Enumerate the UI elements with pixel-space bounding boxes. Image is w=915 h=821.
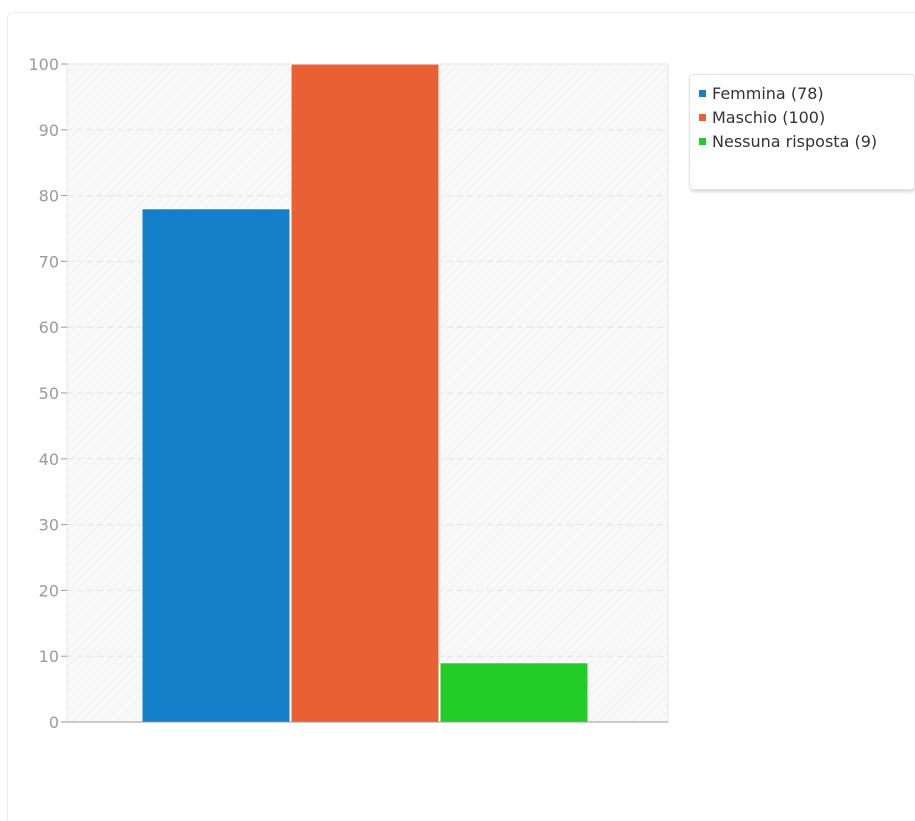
legend-swatch-maschio bbox=[699, 113, 706, 121]
bar-nessuna[interactable] bbox=[439, 662, 589, 723]
legend-item-nessuna-risposta[interactable]: Nessuna risposta (9) bbox=[699, 129, 914, 153]
legend-label-maschio: Maschio (100) bbox=[712, 107, 826, 127]
y-tick-label: 20 bbox=[39, 581, 59, 600]
bar-maschio[interactable] bbox=[290, 63, 440, 723]
y-tick-label: 30 bbox=[39, 516, 59, 535]
y-tick-label: 60 bbox=[39, 318, 59, 337]
bars bbox=[141, 63, 589, 723]
legend: Femmina (78) Maschio (100) Nessuna rispo… bbox=[689, 74, 915, 190]
chart-card: 0 10 20 30 40 50 60 70 80 90 100 Femmina (78) Masc… bbox=[7, 12, 915, 821]
bar-femmina[interactable] bbox=[141, 208, 291, 723]
y-tick-label: 50 bbox=[39, 384, 59, 403]
legend-label-femmina: Femmina (78) bbox=[712, 83, 824, 103]
y-tick-label: 90 bbox=[39, 121, 59, 140]
y-axis-ticks: 0 10 20 30 40 50 60 70 80 90 100 bbox=[28, 55, 67, 732]
legend-item-maschio[interactable]: Maschio (100) bbox=[699, 105, 914, 129]
y-tick-label: 70 bbox=[39, 252, 59, 271]
y-tick-label: 100 bbox=[28, 55, 59, 74]
bar-chart: 0 10 20 30 40 50 60 70 80 90 100 bbox=[28, 55, 669, 732]
y-tick-label: 10 bbox=[39, 647, 59, 666]
y-tick-label: 40 bbox=[39, 450, 59, 469]
legend-label-nessuna-risposta: Nessuna risposta (9) bbox=[712, 131, 878, 151]
y-tick-label: 80 bbox=[39, 187, 59, 206]
legend-item-femmina[interactable]: Femmina (78) bbox=[699, 81, 914, 105]
legend-swatch-femmina bbox=[699, 89, 706, 97]
y-tick-label: 0 bbox=[49, 713, 59, 732]
legend-swatch-nessuna-risposta bbox=[699, 137, 706, 145]
